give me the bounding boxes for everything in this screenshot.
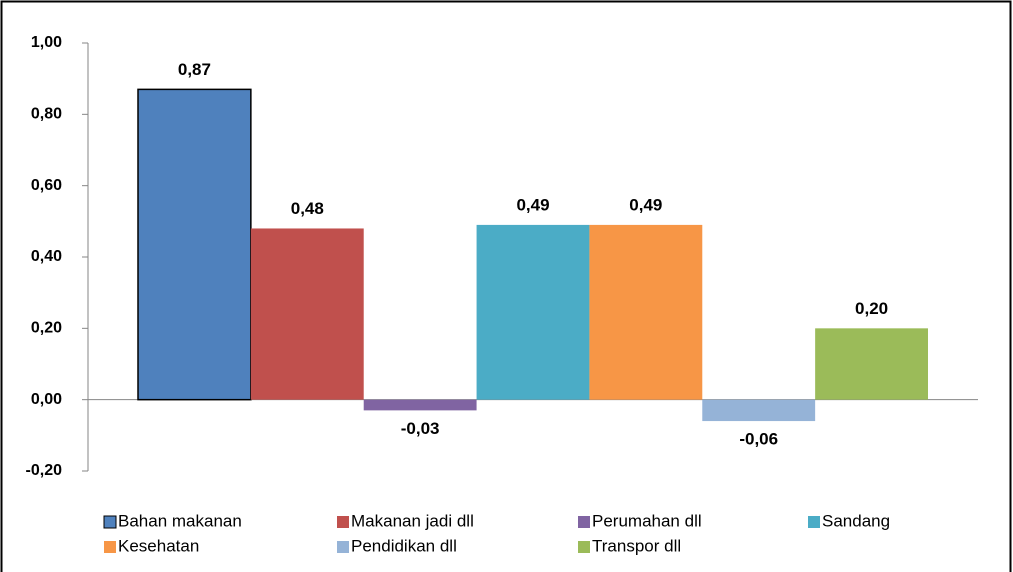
legend-swatch	[337, 541, 349, 553]
value-label: 0,49	[516, 195, 549, 214]
bar	[702, 399, 816, 422]
y-tick-label: -0,20	[26, 462, 63, 479]
y-tick-label: 0,60	[31, 177, 62, 194]
value-label: 0,87	[178, 60, 211, 79]
value-label: -0,06	[739, 430, 778, 449]
legend-label: Kesehatan	[118, 536, 199, 555]
legend-swatch	[104, 541, 116, 553]
value-label: 0,48	[291, 199, 324, 218]
bar	[250, 228, 364, 400]
legend-swatch	[103, 515, 117, 529]
y-tick-label: 1,00	[31, 34, 62, 51]
legend-swatch	[578, 516, 590, 528]
y-tick-label: 0,80	[31, 106, 62, 123]
legend-swatch	[808, 516, 820, 528]
legend-label: Pendidikan dll	[351, 536, 457, 555]
legend-label: Bahan makanan	[118, 511, 242, 530]
legend-label: Sandang	[822, 511, 890, 530]
value-label: 0,49	[629, 195, 662, 214]
value-label: 0,20	[855, 299, 888, 318]
value-label: -0,03	[401, 419, 440, 438]
y-tick-label: 0,40	[31, 248, 62, 265]
legend-label: Transpor dll	[592, 536, 681, 555]
legend-label: Perumahan dll	[592, 511, 702, 530]
legend-label: Makanan jadi dll	[351, 511, 474, 530]
y-tick-label: 0,20	[31, 320, 62, 337]
legend-swatch	[337, 516, 349, 528]
y-tick-label: 0,00	[31, 391, 62, 408]
bar	[476, 224, 590, 400]
bar	[363, 399, 477, 411]
bar	[589, 224, 703, 400]
bar	[137, 88, 252, 401]
bar	[815, 328, 928, 400]
legend-swatch	[578, 541, 590, 553]
